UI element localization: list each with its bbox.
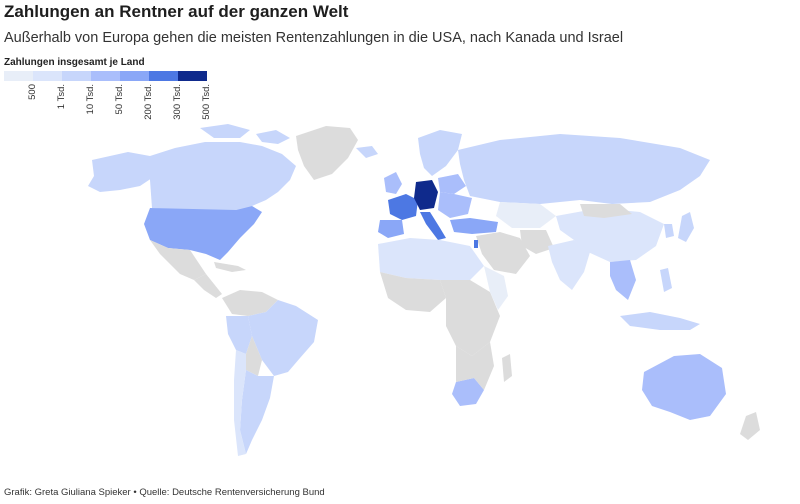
source-credit: Grafik: Greta Giuliana Spieker • Quelle:… [4, 487, 325, 498]
region-spain[interactable] [378, 220, 404, 238]
region-germany[interactable] [414, 180, 438, 210]
region-south-africa[interactable] [452, 378, 484, 406]
legend-swatch-5 [149, 71, 178, 81]
region-russia[interactable] [458, 134, 710, 204]
region-israel[interactable] [474, 240, 478, 248]
legend-swatch-2 [62, 71, 91, 81]
region-peru[interactable] [226, 316, 252, 354]
region-india[interactable] [548, 240, 590, 290]
legend-swatch-4 [120, 71, 149, 81]
legend-swatch-6 [178, 71, 207, 81]
chart-subtitle: Außerhalb von Europa gehen die meisten R… [4, 30, 624, 46]
region-mongolia[interactable] [580, 204, 632, 218]
legend-tick: 50 Tsd. [114, 84, 125, 115]
legend-tick: 200 Tsd. [143, 84, 154, 120]
region-scandinavia[interactable] [418, 130, 462, 176]
legend-tick: 1 Tsd. [56, 84, 67, 110]
region-central-america[interactable] [194, 274, 222, 298]
region-france[interactable] [388, 194, 418, 220]
region-argentina[interactable] [240, 370, 274, 454]
region-west-africa[interactable] [380, 272, 446, 312]
region-iceland[interactable] [356, 146, 378, 158]
world-map [0, 120, 800, 478]
region-canada[interactable] [150, 142, 296, 210]
region-southeast-asia[interactable] [610, 260, 636, 300]
region-bolivia-paraguay[interactable] [246, 336, 262, 376]
legend-swatch-3 [91, 71, 120, 81]
region-madagascar[interactable] [502, 354, 512, 382]
region-indonesia[interactable] [620, 312, 700, 330]
legend-title: Zahlungen insgesamt je Land [4, 57, 145, 68]
region-iran[interactable] [520, 230, 554, 254]
region-greenland[interactable] [296, 126, 358, 180]
region-canada-islands[interactable] [200, 124, 290, 144]
region-central-africa[interactable] [440, 280, 500, 356]
legend-swatch-1 [33, 71, 62, 81]
legend-tick-labels: 500 1 Tsd. 10 Tsd. 50 Tsd. 200 Tsd. 300 Tsd. 5… [4, 81, 212, 121]
region-philippines[interactable] [660, 268, 672, 292]
legend: Zahlungen insgesamt je Land 500 1 Tsd. 10 … [4, 57, 212, 121]
region-north-africa[interactable] [378, 238, 484, 280]
region-usa[interactable] [144, 206, 262, 260]
region-colombia-venezuela[interactable] [222, 290, 278, 316]
region-caribbean[interactable] [214, 262, 246, 272]
region-korea[interactable] [664, 224, 674, 238]
region-eastern-europe[interactable] [438, 192, 472, 218]
region-chile[interactable] [234, 350, 246, 456]
legend-tick: 500 Tsd. [201, 84, 212, 120]
region-middle-east[interactable] [476, 232, 530, 274]
region-japan[interactable] [678, 212, 694, 242]
region-italy[interactable] [420, 212, 446, 240]
region-uk[interactable] [384, 172, 402, 194]
legend-color-scale [4, 71, 207, 81]
region-new-zealand[interactable] [740, 412, 760, 440]
region-kazakhstan[interactable] [496, 202, 556, 228]
legend-tick: 10 Tsd. [85, 84, 96, 115]
region-australia[interactable] [642, 354, 726, 420]
legend-tick: 300 Tsd. [172, 84, 183, 120]
region-china[interactable] [556, 208, 664, 262]
region-east-africa[interactable] [484, 266, 508, 310]
region-poland-baltics[interactable] [438, 174, 466, 194]
legend-swatch-0 [4, 71, 33, 81]
region-greece-turkey[interactable] [450, 218, 498, 234]
region-brazil[interactable] [248, 300, 318, 376]
chart-title: Zahlungen an Rentner auf der ganzen Welt [4, 2, 349, 21]
region-alaska[interactable] [88, 152, 152, 192]
region-southern-africa[interactable] [456, 342, 494, 390]
legend-tick: 500 [27, 84, 38, 100]
region-mexico[interactable] [150, 240, 206, 280]
